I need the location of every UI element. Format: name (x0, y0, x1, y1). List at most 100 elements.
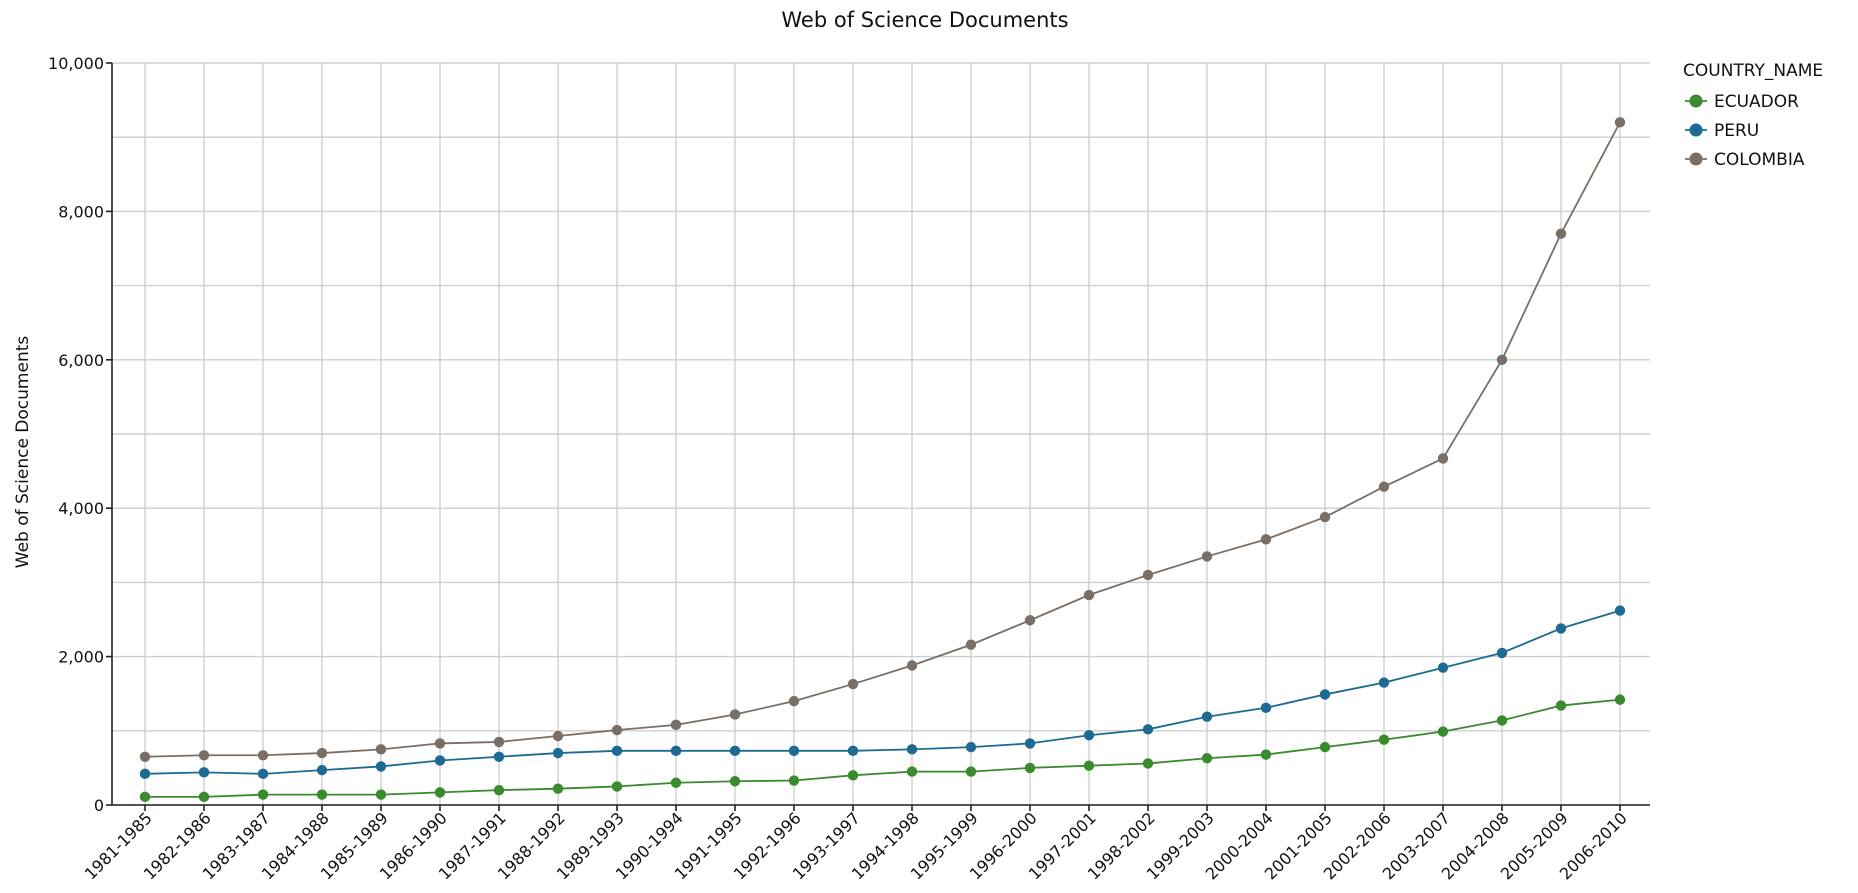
y-tick-label: 6,000 (58, 351, 104, 370)
data-point (257, 750, 269, 761)
y-tick-label: 4,000 (58, 499, 104, 518)
data-point (375, 744, 387, 755)
data-point (493, 751, 505, 762)
data-point (434, 787, 446, 798)
data-point (1083, 589, 1095, 601)
data-point (316, 747, 328, 759)
y-tick-label: 0 (94, 796, 104, 815)
data-point (906, 660, 918, 671)
data-point (1319, 741, 1331, 753)
data-point (788, 745, 800, 757)
data-point (316, 789, 328, 800)
data-point (847, 745, 859, 757)
y-tick-label: 8,000 (58, 202, 104, 221)
data-point (1555, 623, 1567, 634)
data-point (434, 755, 446, 766)
legend-label: PERU (1714, 121, 1759, 141)
legend-marker (1689, 123, 1703, 137)
data-point (257, 768, 269, 780)
data-point (1437, 662, 1449, 673)
series-colombia (139, 117, 1626, 762)
data-point (788, 695, 800, 707)
series-ecuador (139, 694, 1626, 803)
data-point (1614, 605, 1626, 616)
data-point (1496, 354, 1508, 365)
data-point (1260, 749, 1272, 760)
data-point (375, 789, 387, 800)
data-point (1437, 726, 1449, 737)
legend-item-peru: PERU (1685, 121, 1759, 141)
data-point (139, 751, 151, 762)
data-point (729, 745, 741, 757)
data-point (965, 766, 977, 777)
y-axis-label: Web of Science Documents (13, 336, 33, 569)
data-point (611, 781, 623, 792)
data-point (1378, 481, 1390, 492)
data-point (965, 639, 977, 650)
data-point (847, 770, 859, 781)
legend-item-colombia: COLOMBIA (1685, 150, 1805, 170)
data-point (1260, 702, 1272, 713)
data-point (552, 747, 564, 759)
data-point (1024, 762, 1036, 774)
data-point (729, 709, 741, 720)
data-point (493, 736, 505, 748)
y-tick-label: 10,000 (48, 54, 104, 73)
legend-marker (1689, 152, 1703, 166)
grid (112, 62, 1650, 806)
data-point (670, 719, 682, 731)
data-point (1555, 700, 1567, 711)
legend-item-ecuador: ECUADOR (1685, 92, 1799, 112)
data-point (611, 745, 623, 757)
data-point (906, 744, 918, 755)
data-point (1142, 758, 1154, 769)
data-point (1201, 711, 1213, 722)
data-point (1260, 534, 1272, 545)
legend-label: ECUADOR (1714, 92, 1799, 112)
series-peru (139, 605, 1626, 780)
data-point (906, 766, 918, 777)
data-point (670, 745, 682, 757)
data-point (1496, 715, 1508, 726)
data-point (1201, 551, 1213, 562)
data-point (1142, 569, 1154, 581)
data-point (1319, 689, 1331, 700)
data-point (316, 764, 328, 776)
legend-label: COLOMBIA (1714, 150, 1805, 170)
data-point (1201, 753, 1213, 764)
legend-marker (1689, 94, 1703, 108)
data-point (670, 777, 682, 788)
data-point (1496, 647, 1508, 659)
data-point (493, 784, 505, 796)
series-layer (139, 117, 1626, 803)
data-point (552, 783, 564, 794)
data-point (965, 741, 977, 753)
data-point (139, 768, 151, 780)
data-point (198, 767, 210, 778)
data-point (788, 775, 800, 786)
data-point (139, 791, 151, 803)
data-point (1319, 511, 1331, 523)
data-point (1378, 734, 1390, 745)
series-line (145, 698, 1621, 798)
data-point (375, 761, 387, 772)
series-line (144, 609, 1621, 775)
data-point (1437, 453, 1449, 464)
data-point (1024, 615, 1036, 626)
data-point (1024, 738, 1036, 749)
data-point (434, 738, 446, 749)
y-axis: 0 2,000 4,000 6,000 8,000 10,000 (48, 54, 113, 815)
data-point (1083, 730, 1095, 741)
data-point (1555, 228, 1567, 239)
data-point (847, 678, 859, 690)
x-axis: 1981-19851982-19861983-19871984-19881985… (81, 804, 1650, 884)
data-point (1614, 694, 1626, 705)
data-point (729, 776, 741, 787)
data-point (552, 730, 564, 742)
data-point (257, 789, 269, 800)
data-point (1083, 760, 1095, 771)
data-point (1614, 117, 1626, 128)
data-point (1142, 724, 1154, 735)
data-point (198, 791, 210, 803)
